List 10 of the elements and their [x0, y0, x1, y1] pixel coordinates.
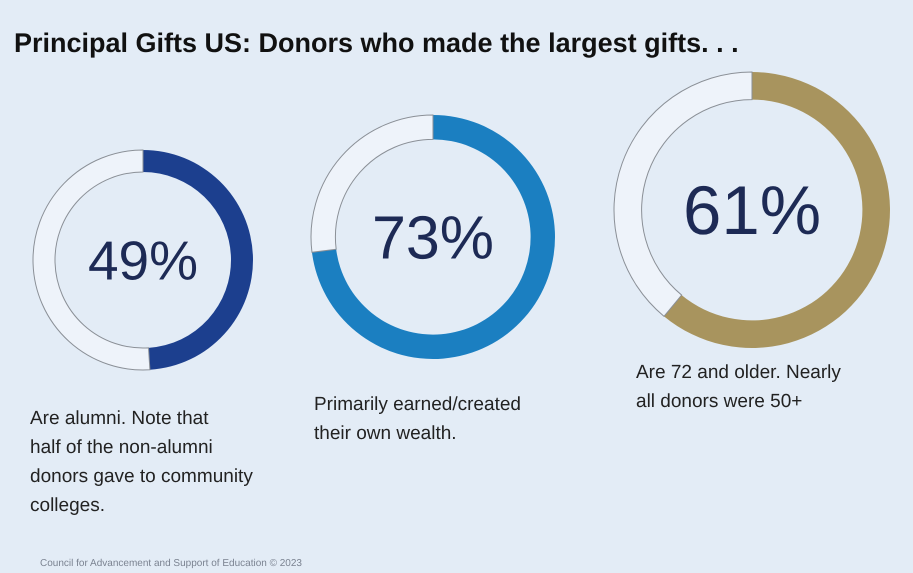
- donut-slice: [312, 115, 555, 359]
- data-label: 61%: [682, 172, 822, 250]
- data-label: 49%: [88, 229, 198, 292]
- text: Are alumni. Note that half of the non-alumni donors gave to community colleges.: [30, 408, 254, 516]
- text: Council for Advancement and Support of Education © 2023: [40, 558, 302, 569]
- text: Principal Gifts US: Donors who made the largest gifts. . .: [14, 28, 739, 58]
- data-label: 73%: [372, 203, 494, 272]
- text: Primarily earned/created their own wealth.: [314, 394, 521, 444]
- text: Are 72 and older. Nearly all donors were 50+: [636, 362, 842, 412]
- donut-slice: [664, 72, 890, 348]
